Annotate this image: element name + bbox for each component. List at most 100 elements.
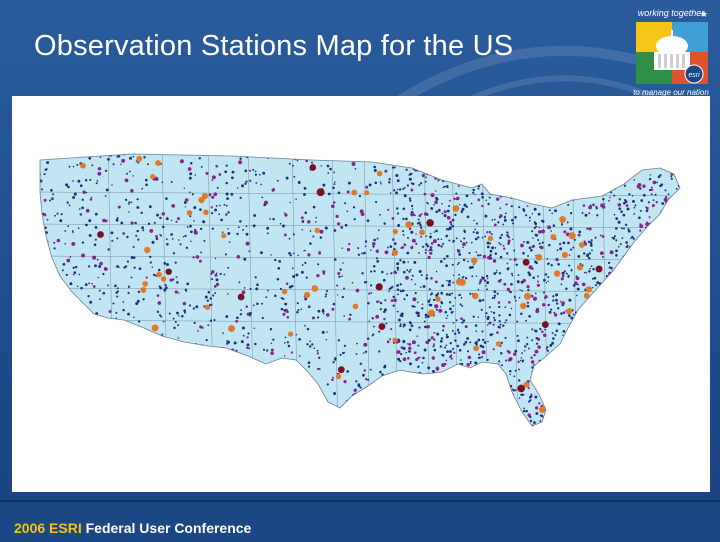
station-marker-dense bbox=[559, 300, 562, 303]
station-marker-dense bbox=[322, 183, 326, 187]
station-marker-dense bbox=[288, 251, 291, 255]
station-marker-secondary bbox=[666, 370, 670, 374]
station-marker-secondary bbox=[522, 278, 526, 283]
station-marker-secondary bbox=[419, 394, 424, 398]
station-marker-dense bbox=[627, 344, 631, 348]
station-marker-dense bbox=[592, 326, 594, 329]
station-marker-secondary bbox=[49, 394, 52, 397]
station-marker-dense bbox=[553, 174, 557, 177]
station-marker-dense bbox=[288, 285, 292, 289]
station-marker-dense bbox=[211, 179, 214, 181]
station-marker-dense bbox=[559, 247, 563, 251]
station-marker-dense bbox=[101, 429, 104, 432]
station-marker-dense bbox=[583, 426, 585, 428]
station-marker-dense bbox=[402, 410, 405, 413]
station-marker-dense bbox=[481, 299, 485, 302]
station-marker-dense bbox=[632, 405, 636, 408]
station-marker-dense bbox=[624, 200, 628, 204]
station-marker-dense bbox=[409, 199, 412, 202]
station-marker-dense bbox=[560, 312, 563, 315]
station-marker-secondary bbox=[35, 291, 37, 293]
station-marker-dense bbox=[622, 271, 625, 274]
station-marker-dense bbox=[526, 342, 529, 346]
station-marker-dense bbox=[49, 335, 53, 339]
station-marker-dense bbox=[77, 227, 80, 230]
station-marker-dense bbox=[554, 333, 557, 337]
station-marker-secondary bbox=[225, 214, 228, 216]
station-marker-dense bbox=[365, 395, 369, 399]
station-marker-dense bbox=[473, 377, 477, 381]
station-marker-dense bbox=[440, 396, 443, 399]
station-marker-dense bbox=[637, 150, 640, 153]
station-marker-dense bbox=[483, 341, 487, 344]
station-marker-dense bbox=[40, 240, 41, 242]
station-marker-dense bbox=[303, 187, 307, 190]
station-marker-dense bbox=[153, 273, 156, 277]
station-marker-dense bbox=[439, 158, 443, 161]
station-marker-secondary bbox=[331, 307, 335, 311]
station-marker-secondary bbox=[108, 381, 112, 384]
station-marker-dense bbox=[76, 164, 79, 166]
station-marker-dense bbox=[193, 321, 196, 325]
station-marker-dense bbox=[485, 383, 488, 386]
station-marker-dense bbox=[218, 213, 221, 216]
station-marker-secondary bbox=[451, 347, 455, 351]
station-marker-dense bbox=[146, 163, 149, 166]
station-marker-dense bbox=[520, 154, 523, 155]
station-marker-dense bbox=[224, 253, 227, 256]
station-marker-dense bbox=[183, 187, 186, 190]
station-marker-dense bbox=[200, 227, 203, 231]
station-marker-dense bbox=[666, 236, 668, 239]
station-marker-secondary bbox=[627, 368, 631, 372]
station-marker-secondary bbox=[387, 208, 390, 211]
station-marker-primary bbox=[204, 304, 211, 311]
station-marker-dense bbox=[411, 304, 415, 308]
station-marker-secondary bbox=[316, 352, 319, 355]
station-marker-dense bbox=[651, 267, 653, 270]
station-marker-secondary bbox=[530, 360, 535, 364]
station-marker-dense bbox=[527, 254, 530, 257]
station-marker-dense bbox=[65, 418, 68, 421]
station-marker-dense bbox=[372, 265, 376, 268]
station-marker-dense bbox=[371, 334, 374, 337]
station-marker-dense bbox=[269, 328, 273, 331]
station-marker-secondary bbox=[519, 167, 524, 172]
station-marker-dense bbox=[174, 350, 178, 354]
station-marker-dense bbox=[155, 409, 159, 413]
station-marker-dense bbox=[532, 154, 535, 156]
station-marker-dense bbox=[114, 284, 117, 288]
station-marker-secondary bbox=[387, 157, 391, 162]
station-marker-dense bbox=[116, 216, 119, 220]
station-marker-dense bbox=[273, 397, 275, 399]
station-marker-dense bbox=[277, 266, 281, 270]
station-marker-dense bbox=[353, 218, 356, 221]
station-marker-dense bbox=[185, 360, 188, 363]
station-marker-dense bbox=[381, 388, 383, 391]
station-marker-dense bbox=[85, 223, 88, 227]
station-marker-dense bbox=[462, 154, 465, 156]
station-marker-dense bbox=[184, 234, 187, 238]
station-marker-primary bbox=[470, 257, 478, 264]
station-marker-dense bbox=[279, 287, 282, 291]
station-marker-dense bbox=[332, 186, 335, 190]
station-marker-dense bbox=[235, 148, 237, 150]
station-marker-secondary bbox=[433, 331, 436, 334]
station-marker-secondary bbox=[378, 330, 381, 333]
station-marker-secondary bbox=[261, 365, 264, 368]
station-marker-dense bbox=[665, 396, 669, 400]
station-marker-secondary bbox=[453, 175, 458, 180]
station-marker-dense bbox=[90, 196, 93, 199]
station-marker-dense bbox=[574, 148, 575, 149]
station-marker-secondary bbox=[526, 285, 530, 289]
station-marker-dense bbox=[668, 383, 670, 386]
station-marker-dense bbox=[533, 161, 536, 163]
station-marker-dense bbox=[520, 357, 523, 359]
station-marker-secondary bbox=[456, 196, 460, 201]
station-marker-secondary bbox=[576, 173, 579, 176]
station-marker-dense bbox=[662, 160, 665, 163]
station-marker-secondary bbox=[666, 207, 670, 211]
station-marker-dense bbox=[669, 317, 673, 321]
station-marker-dense bbox=[550, 264, 553, 267]
station-marker-dense bbox=[507, 267, 510, 270]
station-marker-secondary bbox=[177, 217, 180, 221]
